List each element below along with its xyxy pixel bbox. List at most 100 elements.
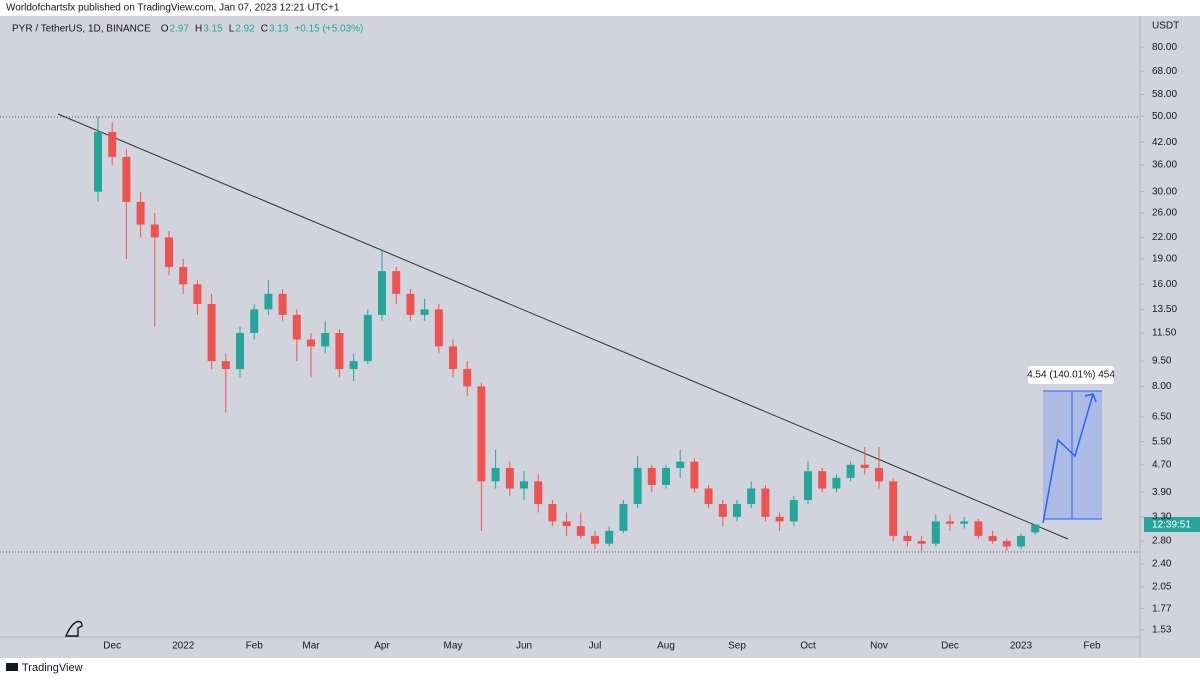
- candle-body: [207, 303, 216, 362]
- y-tick-label: 5.50: [1152, 436, 1172, 447]
- measure-label: 4.54 (140.01%) 454: [1027, 370, 1115, 381]
- y-tick-label: 42.00: [1152, 137, 1177, 148]
- candle-body: [704, 488, 713, 505]
- y-tick-label: 6.50: [1152, 412, 1172, 423]
- candle-body: [633, 467, 642, 505]
- candle-body: [733, 504, 741, 517]
- y-tick-label: 58.00: [1152, 89, 1177, 100]
- ohlc-key: H: [195, 24, 202, 35]
- candle-body: [463, 369, 472, 387]
- x-tick-label: Oct: [800, 641, 816, 652]
- candle-body: [988, 535, 997, 542]
- symbol-name: PYR / TetherUS, 1D, BINANCE: [12, 24, 151, 35]
- candle-body: [406, 293, 415, 315]
- candle-body: [392, 271, 401, 294]
- x-tick-label: Feb: [1083, 641, 1101, 652]
- candle-body: [520, 481, 528, 489]
- candle-body: [903, 535, 912, 542]
- candle-body: [292, 314, 301, 340]
- y-tick-label: 26.00: [1152, 207, 1177, 218]
- ohlc-value: 2.97: [170, 24, 190, 35]
- y-tick-label: 8.00: [1152, 381, 1172, 392]
- x-tick-label: Mar: [302, 641, 320, 652]
- x-tick-label: Nov: [870, 641, 888, 652]
- candle-body: [278, 293, 287, 315]
- candle-body: [179, 266, 188, 285]
- y-tick-label: 2.80: [1152, 536, 1172, 547]
- y-tick-label: 9.50: [1152, 356, 1172, 367]
- ohlc-key: C: [261, 24, 268, 35]
- candle-body: [818, 471, 827, 489]
- candle-body: [1031, 524, 1040, 533]
- trend-line: [57, 113, 1069, 540]
- candle-body: [491, 467, 500, 482]
- x-tick-label: Feb: [246, 641, 264, 652]
- candle-body: [775, 516, 784, 522]
- candle-body: [917, 541, 926, 544]
- candle-body: [335, 332, 344, 370]
- candle-body: [846, 464, 855, 478]
- candle-body: [576, 526, 585, 536]
- candle-body: [860, 464, 869, 468]
- candle-body: [449, 346, 457, 370]
- y-tick-label: 1.77: [1152, 603, 1172, 614]
- chart-background: [0, 16, 1200, 658]
- y-tick-label: 11.50: [1152, 328, 1177, 339]
- x-tick-label: 2023: [1010, 641, 1033, 652]
- candle-body: [250, 309, 259, 333]
- measure-box: [1028, 366, 1114, 384]
- y-tick-label: 16.00: [1152, 279, 1177, 290]
- candle-body: [761, 488, 770, 517]
- change: +0.15 (+5.03%): [294, 24, 363, 35]
- y-tick-label: 36.00: [1152, 159, 1177, 170]
- countdown: 12:39:51: [1152, 520, 1191, 531]
- candle-body: [662, 467, 670, 485]
- y-tick-label: 3.30: [1152, 512, 1172, 523]
- ohlc-value: 3.13: [269, 24, 289, 35]
- candle-body: [165, 237, 173, 267]
- candle-body: [562, 521, 571, 527]
- x-tick-label: Jul: [589, 641, 602, 652]
- y-tick-label: 22.00: [1152, 232, 1177, 243]
- projection-path: [1042, 393, 1094, 524]
- y-tick-label: 30.00: [1152, 186, 1177, 197]
- candle-body: [108, 131, 117, 157]
- currency: USDT: [1152, 21, 1179, 32]
- logo-icon: [64, 620, 83, 637]
- y-tick-label: 68.00: [1152, 66, 1177, 77]
- candle-body: [420, 309, 429, 315]
- candle-body: [363, 314, 372, 362]
- candle-body: [832, 477, 841, 489]
- candle-body: [548, 504, 557, 522]
- y-tick-label: 50.00: [1152, 111, 1177, 122]
- candle-body: [236, 332, 244, 370]
- candle-body: [931, 521, 940, 544]
- candle-body: [960, 521, 969, 524]
- brand-icon: [6, 663, 18, 671]
- y-tick-label: 4.70: [1152, 459, 1172, 470]
- candle-body: [889, 481, 898, 536]
- ohlc-value: 3.15: [203, 24, 223, 35]
- y-tick-label: 1.53: [1152, 625, 1172, 636]
- y-tick-label: 13.50: [1152, 304, 1177, 315]
- candle-body: [264, 293, 273, 310]
- projection-arrowhead: [1084, 393, 1097, 403]
- ohlc-value: 2.92: [235, 24, 255, 35]
- candle-body: [193, 284, 202, 304]
- candle-body: [221, 361, 230, 370]
- candle-body: [434, 309, 443, 347]
- y-tick-label: 80.00: [1152, 42, 1177, 53]
- y-tick-label: 3.90: [1152, 487, 1172, 498]
- y-tick-label: 2.05: [1152, 582, 1172, 593]
- candle-body: [94, 131, 102, 192]
- brand: TradingView: [22, 662, 83, 674]
- candle-body: [619, 504, 628, 531]
- candle-body: [534, 481, 543, 505]
- x-tick-label: Dec: [941, 641, 959, 652]
- countdown-box: [1144, 517, 1200, 532]
- y-tick-label: 2.40: [1152, 558, 1172, 569]
- x-tick-label: Aug: [657, 641, 675, 652]
- x-tick-label: 2022: [172, 641, 195, 652]
- ohlc-key: O: [161, 24, 169, 35]
